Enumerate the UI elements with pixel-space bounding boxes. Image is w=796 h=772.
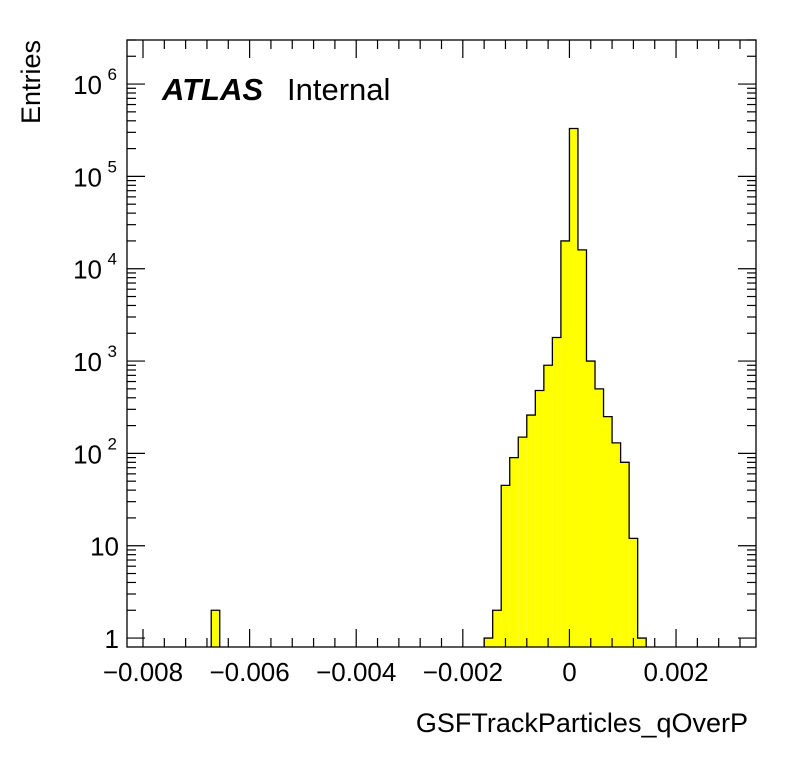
x-tick-label: −0.008 (103, 657, 183, 687)
x-axis-title: GSFTrackParticles_qOverP (416, 708, 748, 738)
histogram-bin (560, 240, 570, 647)
histogram-bin (501, 485, 510, 647)
histogram-bin (586, 361, 596, 647)
histogram-bin (620, 462, 630, 647)
y-tick-label: 1 (105, 624, 119, 654)
x-tick-label: −0.006 (209, 657, 289, 687)
histogram-bin (577, 249, 587, 647)
y-tick-label: 10 (90, 532, 119, 562)
internal-label: Internal (287, 72, 390, 107)
y-tick-label: 10 (73, 439, 102, 469)
y-tick-exponent: 3 (108, 342, 117, 361)
axis-ticks (127, 39, 756, 647)
y-tick-exponent: 2 (108, 434, 117, 453)
histogram-bars (210, 127, 647, 647)
histogram-bin (629, 538, 638, 647)
y-tick-labels: 1 10 10 2 10 3 10 4 10 5 10 6 (73, 65, 119, 654)
x-tick-label: −0.004 (316, 657, 396, 687)
histogram-bin (509, 457, 519, 647)
plot-frame (126, 39, 757, 648)
histogram-bin (535, 390, 544, 647)
histogram-bin (518, 437, 527, 647)
histogram-bin (492, 610, 502, 647)
y-tick-label: 10 (73, 255, 102, 285)
x-tick-label: 0 (562, 657, 576, 687)
y-tick-exponent: 6 (108, 65, 117, 84)
histogram-bin (569, 128, 578, 647)
histogram-bin (552, 337, 561, 647)
y-tick-label: 10 (73, 347, 102, 377)
histogram-outline (210, 127, 647, 647)
histogram-bin (595, 388, 604, 647)
y-tick-exponent: 4 (108, 250, 117, 269)
y-tick-exponent: 5 (108, 157, 117, 176)
histogram-bin (484, 638, 493, 647)
histogram-bin (637, 638, 647, 647)
x-tick-label: −0.002 (423, 657, 503, 687)
histogram-bin (543, 365, 553, 647)
histogram-bin (603, 416, 613, 647)
histogram-bin (526, 415, 536, 647)
y-tick-label: 10 (73, 162, 102, 192)
x-tick-labels: −0.008 −0.006 −0.004 −0.002 0 0.002 (103, 657, 709, 687)
y-axis-title: Entries (16, 40, 46, 124)
x-tick-label: 0.002 (644, 657, 709, 687)
histogram-bin (211, 610, 220, 647)
histogram-bin (612, 442, 621, 647)
atlas-label: ATLAS (161, 72, 263, 107)
y-tick-label: 10 (73, 70, 102, 100)
